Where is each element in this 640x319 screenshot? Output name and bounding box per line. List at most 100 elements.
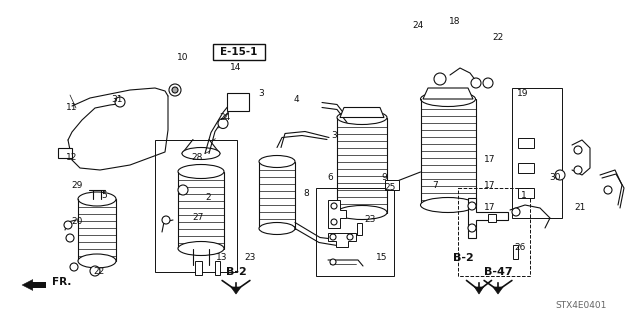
Ellipse shape bbox=[182, 147, 220, 160]
Circle shape bbox=[347, 234, 353, 240]
Polygon shape bbox=[22, 279, 33, 291]
Text: 3: 3 bbox=[258, 90, 264, 99]
Circle shape bbox=[604, 186, 612, 194]
Circle shape bbox=[70, 263, 78, 271]
Text: E-15-1: E-15-1 bbox=[220, 47, 258, 57]
Bar bbox=[316, 188, 394, 276]
Polygon shape bbox=[423, 88, 473, 99]
Ellipse shape bbox=[231, 97, 245, 107]
Text: B-2: B-2 bbox=[226, 267, 246, 277]
Bar bbox=[458, 188, 530, 276]
Circle shape bbox=[218, 118, 228, 129]
Text: 26: 26 bbox=[515, 243, 525, 253]
Polygon shape bbox=[340, 108, 384, 117]
Text: 13: 13 bbox=[216, 254, 228, 263]
Ellipse shape bbox=[259, 155, 295, 167]
Text: 20: 20 bbox=[71, 218, 83, 226]
Text: 18: 18 bbox=[449, 18, 461, 26]
Circle shape bbox=[512, 208, 520, 216]
Bar bbox=[385, 180, 399, 190]
Ellipse shape bbox=[78, 254, 116, 268]
Circle shape bbox=[434, 73, 446, 85]
Circle shape bbox=[483, 78, 493, 88]
Circle shape bbox=[169, 84, 181, 96]
Bar bbox=[58, 148, 72, 158]
Text: 22: 22 bbox=[492, 33, 504, 42]
Polygon shape bbox=[468, 198, 508, 238]
Text: 30: 30 bbox=[549, 174, 561, 182]
Polygon shape bbox=[231, 287, 241, 294]
Bar bbox=[31, 282, 46, 288]
Circle shape bbox=[468, 224, 476, 232]
Text: 19: 19 bbox=[517, 90, 529, 99]
Bar bbox=[518, 138, 534, 148]
Circle shape bbox=[330, 259, 336, 265]
Text: 15: 15 bbox=[376, 254, 388, 263]
Bar bbox=[215, 261, 220, 275]
Text: 24: 24 bbox=[220, 114, 230, 122]
Bar bbox=[513, 245, 518, 259]
Text: 11: 11 bbox=[67, 103, 77, 113]
Ellipse shape bbox=[178, 165, 224, 179]
Ellipse shape bbox=[259, 222, 295, 234]
Ellipse shape bbox=[337, 205, 387, 219]
Circle shape bbox=[90, 266, 100, 276]
Text: 2: 2 bbox=[205, 194, 211, 203]
Polygon shape bbox=[328, 233, 356, 247]
Bar bbox=[213, 44, 265, 60]
Bar bbox=[518, 188, 534, 198]
Circle shape bbox=[331, 219, 337, 225]
Circle shape bbox=[574, 166, 582, 174]
Text: 28: 28 bbox=[191, 153, 203, 162]
Bar bbox=[155, 140, 237, 272]
Bar bbox=[488, 214, 496, 222]
Circle shape bbox=[178, 185, 188, 195]
Text: 12: 12 bbox=[67, 153, 77, 162]
Text: 4: 4 bbox=[293, 95, 299, 105]
Circle shape bbox=[162, 216, 170, 224]
Text: 23: 23 bbox=[364, 216, 376, 225]
Polygon shape bbox=[493, 287, 503, 294]
Text: B-2: B-2 bbox=[452, 253, 474, 263]
Text: 14: 14 bbox=[230, 63, 242, 72]
Circle shape bbox=[64, 221, 72, 229]
Text: B-47: B-47 bbox=[484, 267, 512, 277]
Text: 31: 31 bbox=[111, 95, 123, 105]
Bar bbox=[195, 261, 202, 275]
Text: 17: 17 bbox=[484, 204, 496, 212]
Ellipse shape bbox=[78, 192, 116, 206]
Text: 6: 6 bbox=[327, 174, 333, 182]
Ellipse shape bbox=[178, 241, 224, 256]
Circle shape bbox=[115, 97, 125, 107]
Text: 17: 17 bbox=[484, 181, 496, 189]
Bar bbox=[518, 163, 534, 173]
Ellipse shape bbox=[420, 92, 476, 107]
Ellipse shape bbox=[420, 197, 476, 212]
Polygon shape bbox=[474, 287, 483, 294]
Polygon shape bbox=[328, 200, 346, 228]
Bar bbox=[227, 93, 249, 110]
Text: 10: 10 bbox=[177, 54, 189, 63]
Text: 23: 23 bbox=[244, 254, 256, 263]
Circle shape bbox=[555, 170, 565, 180]
Text: 24: 24 bbox=[412, 20, 424, 29]
Text: 5: 5 bbox=[101, 190, 107, 199]
Circle shape bbox=[471, 78, 481, 88]
Text: 21: 21 bbox=[574, 204, 586, 212]
Bar bbox=[512, 88, 562, 218]
Text: 7: 7 bbox=[432, 181, 438, 189]
Text: STX4E0401: STX4E0401 bbox=[555, 300, 606, 309]
Circle shape bbox=[331, 203, 337, 209]
Circle shape bbox=[574, 146, 582, 154]
Text: 9: 9 bbox=[381, 174, 387, 182]
Text: 17: 17 bbox=[484, 155, 496, 165]
Text: 25: 25 bbox=[384, 183, 396, 192]
Text: 29: 29 bbox=[71, 182, 83, 190]
Circle shape bbox=[330, 234, 336, 240]
Ellipse shape bbox=[337, 110, 387, 124]
Bar bbox=[357, 222, 362, 234]
Circle shape bbox=[468, 202, 476, 210]
Circle shape bbox=[172, 87, 178, 93]
Text: FR.: FR. bbox=[52, 277, 72, 287]
Text: 27: 27 bbox=[192, 213, 204, 222]
